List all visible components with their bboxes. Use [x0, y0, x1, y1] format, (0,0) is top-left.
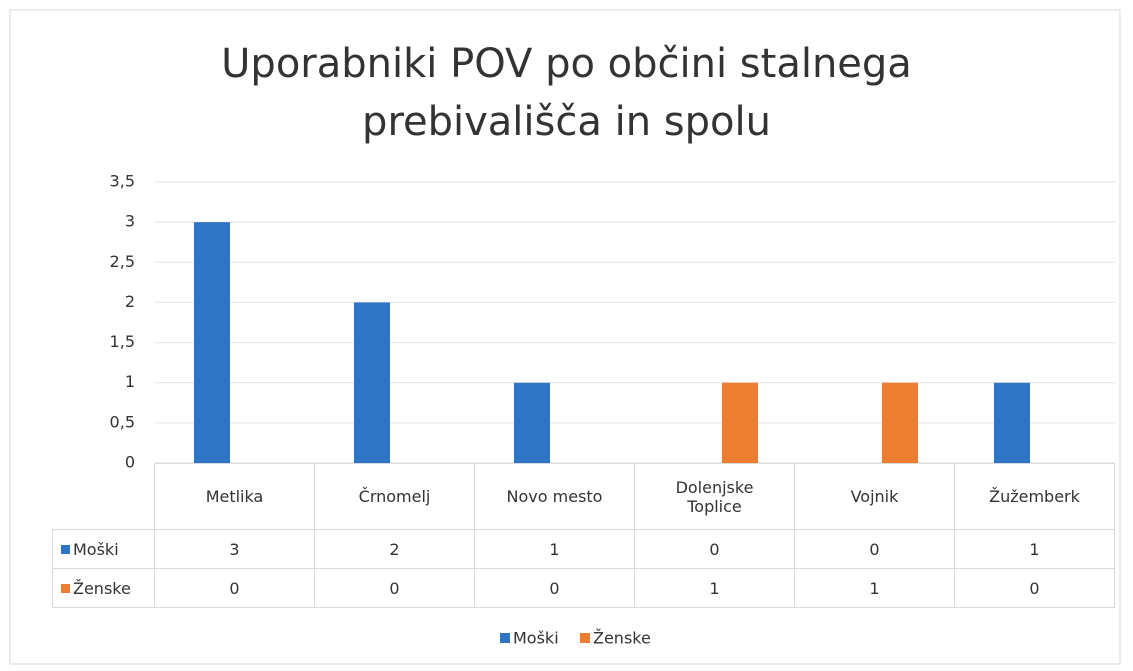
category-label-text: Metlika [205, 487, 264, 506]
legend-label: Moški [513, 629, 559, 648]
bar [994, 382, 1030, 463]
table-value-text: 1 [709, 578, 720, 598]
bar [514, 382, 550, 463]
category-label-text: Dolenjske Toplice [675, 477, 754, 516]
bar [194, 222, 230, 463]
table-value: 0 [315, 569, 475, 608]
bar [354, 302, 390, 463]
category-label: Vojnik [795, 463, 955, 530]
table-value-text: 0 [869, 539, 880, 559]
legend-key [61, 583, 70, 593]
legend-swatch [580, 633, 590, 643]
table-value-text: 1 [869, 578, 880, 598]
row-header-text: Ženske [73, 578, 131, 598]
category-label: Metlika [155, 463, 315, 530]
category-label-text: Novo mesto [506, 487, 603, 506]
legend-key [61, 544, 70, 554]
table-value: 0 [955, 569, 1115, 608]
category-label: Črnomelj [315, 463, 475, 530]
table-value-text: 0 [709, 539, 720, 559]
y-tick-label: 0 [125, 453, 135, 472]
category-label-text: Vojnik [850, 487, 899, 506]
table-value: 0 [795, 530, 955, 569]
table-value: 0 [475, 569, 635, 608]
y-tick-label: 2,5 [110, 252, 135, 271]
y-tick-label: 3 [125, 212, 135, 231]
table-value: 0 [155, 569, 315, 608]
table-value: 1 [795, 569, 955, 608]
table-value: 1 [635, 569, 795, 608]
table-value-text: 0 [1029, 578, 1040, 598]
y-tick-label: 3,5 [110, 172, 135, 191]
row-header: Ženske [52, 569, 155, 608]
table-corner [52, 463, 155, 530]
category-label-text: Črnomelj [358, 487, 431, 506]
bar [722, 382, 758, 463]
table-value-text: 2 [389, 539, 400, 559]
table-value-text: 0 [549, 578, 560, 598]
category-label-text: Žužemberk [989, 487, 1080, 506]
bar [882, 382, 918, 463]
table-value: 1 [955, 530, 1115, 569]
data-table: Metlika Črnomelj Novo mesto Dolenjske Topli… [52, 463, 1115, 608]
legend-swatch [500, 633, 510, 643]
legend-label: Ženske [593, 629, 651, 648]
chart-title: Uporabniki POV po občini stalnega prebiv… [221, 41, 912, 145]
y-tick-label: 1,5 [110, 332, 135, 351]
table-value-text: 1 [1029, 539, 1040, 559]
category-label: Dolenjske Toplice [635, 463, 795, 530]
category-label: Novo mesto [475, 463, 635, 530]
table-value: 0 [635, 530, 795, 569]
table-value: 2 [315, 530, 475, 569]
y-tick-label: 1 [125, 372, 135, 391]
row-header: Moški [52, 530, 155, 569]
table-value-text: 1 [549, 539, 560, 559]
table-value: 3 [155, 530, 315, 569]
chart-border [9, 9, 1121, 665]
table-value-text: 0 [229, 578, 240, 598]
category-label: Žužemberk [955, 463, 1115, 530]
title-box: Uporabniki POV po občini stalnega prebiv… [221, 41, 912, 145]
y-tick-label: 0,5 [110, 412, 135, 431]
table-value-text: 3 [229, 539, 240, 559]
y-tick-label: 2 [125, 292, 135, 311]
table-value-text: 0 [389, 578, 400, 598]
table-value: 1 [475, 530, 635, 569]
row-header-text: Moški [73, 539, 119, 559]
